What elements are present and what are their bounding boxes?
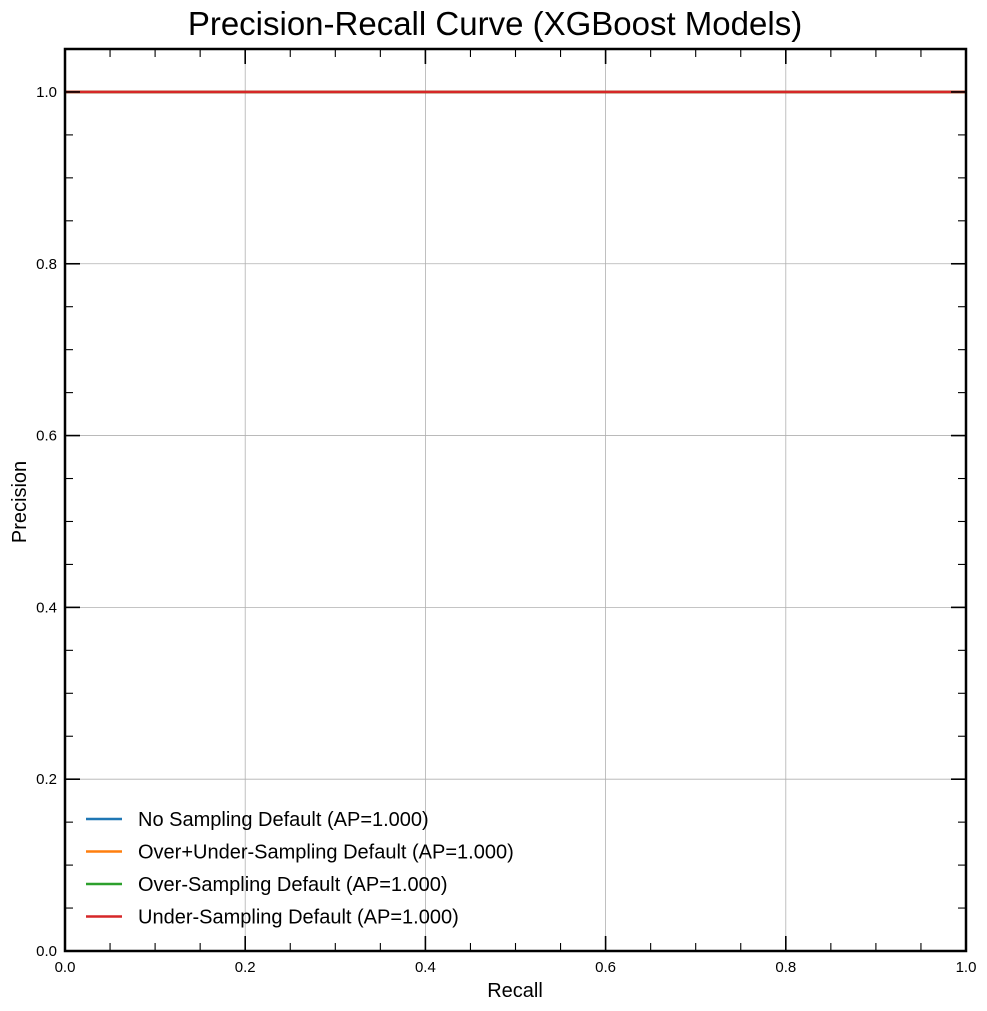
x-tick-label: 1.0 [956, 959, 977, 976]
legend: No Sampling Default (AP=1.000) Over+Under… [86, 809, 514, 929]
x-axis-label: Recall [487, 980, 543, 1002]
y-tick-label: 0.6 [36, 428, 57, 445]
x-tick-label: 0.2 [235, 959, 256, 976]
legend-label: Over+Under-Sampling Default (AP=1.000) [138, 842, 514, 864]
legend-label: No Sampling Default (AP=1.000) [138, 809, 429, 831]
y-tick-label: 1.0 [36, 84, 57, 101]
y-tick-label: 0.0 [36, 943, 57, 960]
x-tick-label: 0.0 [55, 959, 76, 976]
y-tick-label: 0.4 [36, 599, 57, 616]
x-tick-label: 0.6 [595, 959, 616, 976]
axis-tick-labels: 0.0 0.2 0.4 0.6 0.8 1.0 0.0 0.2 0.4 0.6 0.8 1.0 [36, 84, 976, 976]
legend-label: Under-Sampling Default (AP=1.000) [138, 907, 459, 929]
x-tick-label: 0.8 [775, 959, 796, 976]
y-tick-label: 0.2 [36, 771, 57, 788]
x-tick-label: 0.4 [415, 959, 436, 976]
legend-label: Over-Sampling Default (AP=1.000) [138, 874, 448, 896]
y-axis-label: Precision [9, 461, 31, 543]
chart-title: Precision-Recall Curve (XGBoost Models) [188, 5, 802, 42]
axis-ticks [64, 48, 967, 952]
y-tick-label: 0.8 [36, 256, 57, 273]
